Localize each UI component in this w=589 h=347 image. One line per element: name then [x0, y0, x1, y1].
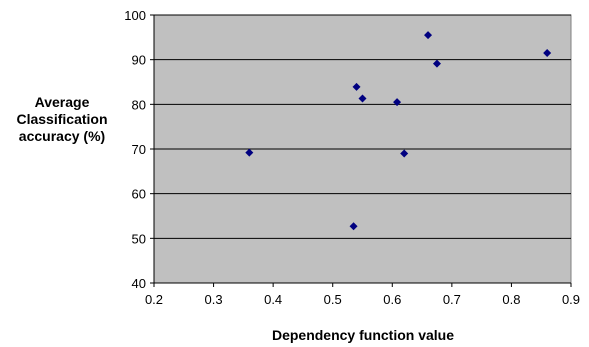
y-tick-label: 90: [132, 53, 146, 68]
x-tick-label: 0.4: [264, 292, 282, 307]
x-tick-label: 0.2: [145, 292, 163, 307]
y-axis-title-line-1: Average: [35, 94, 90, 110]
data-point: [358, 94, 367, 103]
data-point: [400, 149, 409, 158]
x-tick-label: 0.5: [324, 292, 342, 307]
y-tick-label: 50: [132, 231, 146, 246]
y-axis-title-line-2: Classification: [16, 111, 107, 127]
x-tick-label: 0.6: [383, 292, 401, 307]
data-point: [424, 31, 433, 40]
x-tick-label: 0.8: [502, 292, 520, 307]
y-axis-title-line-3: accuracy (%): [19, 128, 105, 144]
y-tick-label: 60: [132, 187, 146, 202]
y-tick-label: 70: [132, 142, 146, 157]
gridlines: [154, 14, 571, 239]
x-tick-label: 0.9: [562, 292, 580, 307]
y-axis-ticks: 40 50 60 70 80 90 100: [124, 8, 154, 291]
data-point: [432, 59, 441, 68]
data-point: [349, 222, 358, 231]
x-tick-label: 0.3: [205, 292, 223, 307]
x-axis-title: Dependency function value: [272, 327, 454, 343]
data-point: [352, 82, 361, 91]
data-points: [245, 31, 552, 231]
x-axis-ticks: 0.2 0.3 0.4 0.5 0.6 0.7 0.8 0.9: [145, 283, 580, 307]
y-tick-label: 80: [132, 97, 146, 112]
data-point: [543, 48, 552, 57]
y-tick-label: 100: [124, 8, 146, 23]
data-point: [393, 98, 402, 107]
y-tick-label: 40: [132, 276, 146, 291]
x-tick-label: 0.7: [443, 292, 461, 307]
data-point: [245, 148, 254, 157]
